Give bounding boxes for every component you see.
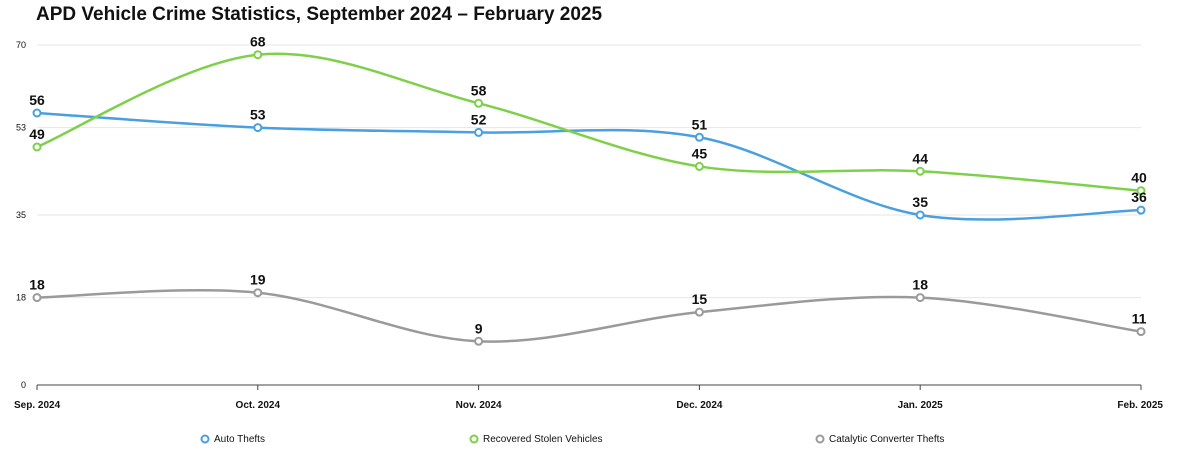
data-label: 18 [912, 277, 928, 293]
x-tick-label: Nov. 2024 [456, 400, 502, 411]
data-label: 58 [471, 82, 487, 98]
legend-item[interactable]: Recovered Stolen Vehicles [469, 434, 603, 445]
data-label: 49 [29, 126, 45, 142]
data-label: 19 [250, 272, 266, 288]
y-tick-label: 18 [16, 293, 26, 303]
data-label: 56 [29, 92, 45, 108]
x-tick-label: Feb. 2025 [1117, 400, 1163, 411]
data-label: 11 [1132, 311, 1147, 327]
x-axis: Sep. 2024 Oct. 2024 Nov. 2024 Dec. 2024 Jan.… [14, 384, 1163, 411]
data-point [1136, 327, 1146, 337]
y-tick-label: 70 [16, 40, 26, 50]
data-label: 44 [912, 150, 928, 166]
data-label: 35 [912, 194, 928, 210]
data-point [1136, 205, 1146, 215]
legend-marker [815, 434, 825, 444]
data-point [253, 123, 263, 133]
data-label: 9 [475, 320, 483, 336]
data-point [1136, 186, 1146, 196]
data-point [474, 98, 484, 108]
data-point [915, 210, 925, 220]
legend-item[interactable]: Auto Thefts [200, 434, 265, 445]
series-line-2 [36, 289, 1142, 343]
data-label: 36 [1131, 189, 1147, 205]
data-point [253, 50, 263, 60]
y-tick-label: 53 [16, 123, 26, 133]
data-label: 40 [1131, 170, 1147, 186]
data-point [915, 293, 925, 303]
series-points [32, 50, 1146, 346]
y-tick-label: 35 [16, 210, 26, 220]
x-tick-label: Sep. 2024 [14, 400, 61, 411]
gridlines [37, 44, 1141, 299]
legend-marker [200, 434, 210, 444]
data-point [32, 142, 42, 152]
data-point [474, 127, 484, 137]
data-label: 45 [692, 145, 708, 161]
data-point [32, 293, 42, 303]
data-point [474, 336, 484, 346]
legend: Auto Thefts Recovered Stolen Vehicles Cata… [200, 434, 945, 445]
y-axis-ticks: 0 18 35 53 70 [16, 40, 26, 390]
data-label: 68 [250, 34, 266, 50]
legend-label: Recovered Stolen Vehicles [483, 434, 603, 445]
data-point [694, 307, 704, 317]
x-tick-label: Dec. 2024 [676, 400, 723, 411]
data-label: 52 [471, 111, 487, 127]
y-tick-label: 0 [21, 380, 26, 390]
series-line-1 [36, 52, 1142, 192]
chart-title: APD Vehicle Crime Statistics, September … [36, 4, 603, 25]
data-point [32, 108, 42, 118]
legend-label: Auto Thefts [214, 434, 265, 445]
data-label: 15 [692, 291, 708, 307]
data-label: 18 [29, 277, 45, 293]
series-line-0 [36, 111, 1142, 221]
x-tick-label: Oct. 2024 [236, 400, 281, 411]
x-tick-label: Jan. 2025 [898, 400, 943, 411]
legend-label: Catalytic Converter Thefts [829, 434, 944, 445]
legend-marker [469, 434, 479, 444]
data-point [694, 161, 704, 171]
data-point [915, 166, 925, 176]
legend-item[interactable]: Catalytic Converter Thefts [815, 434, 945, 445]
data-point [253, 288, 263, 298]
data-point [694, 132, 704, 142]
series-lines [36, 52, 1142, 343]
data-label: 53 [250, 107, 266, 123]
data-labels: 56 53 52 51 35 36 49 68 58 45 44 40 18 19 9 15 18 11 [29, 34, 1147, 337]
data-label: 51 [692, 116, 708, 132]
